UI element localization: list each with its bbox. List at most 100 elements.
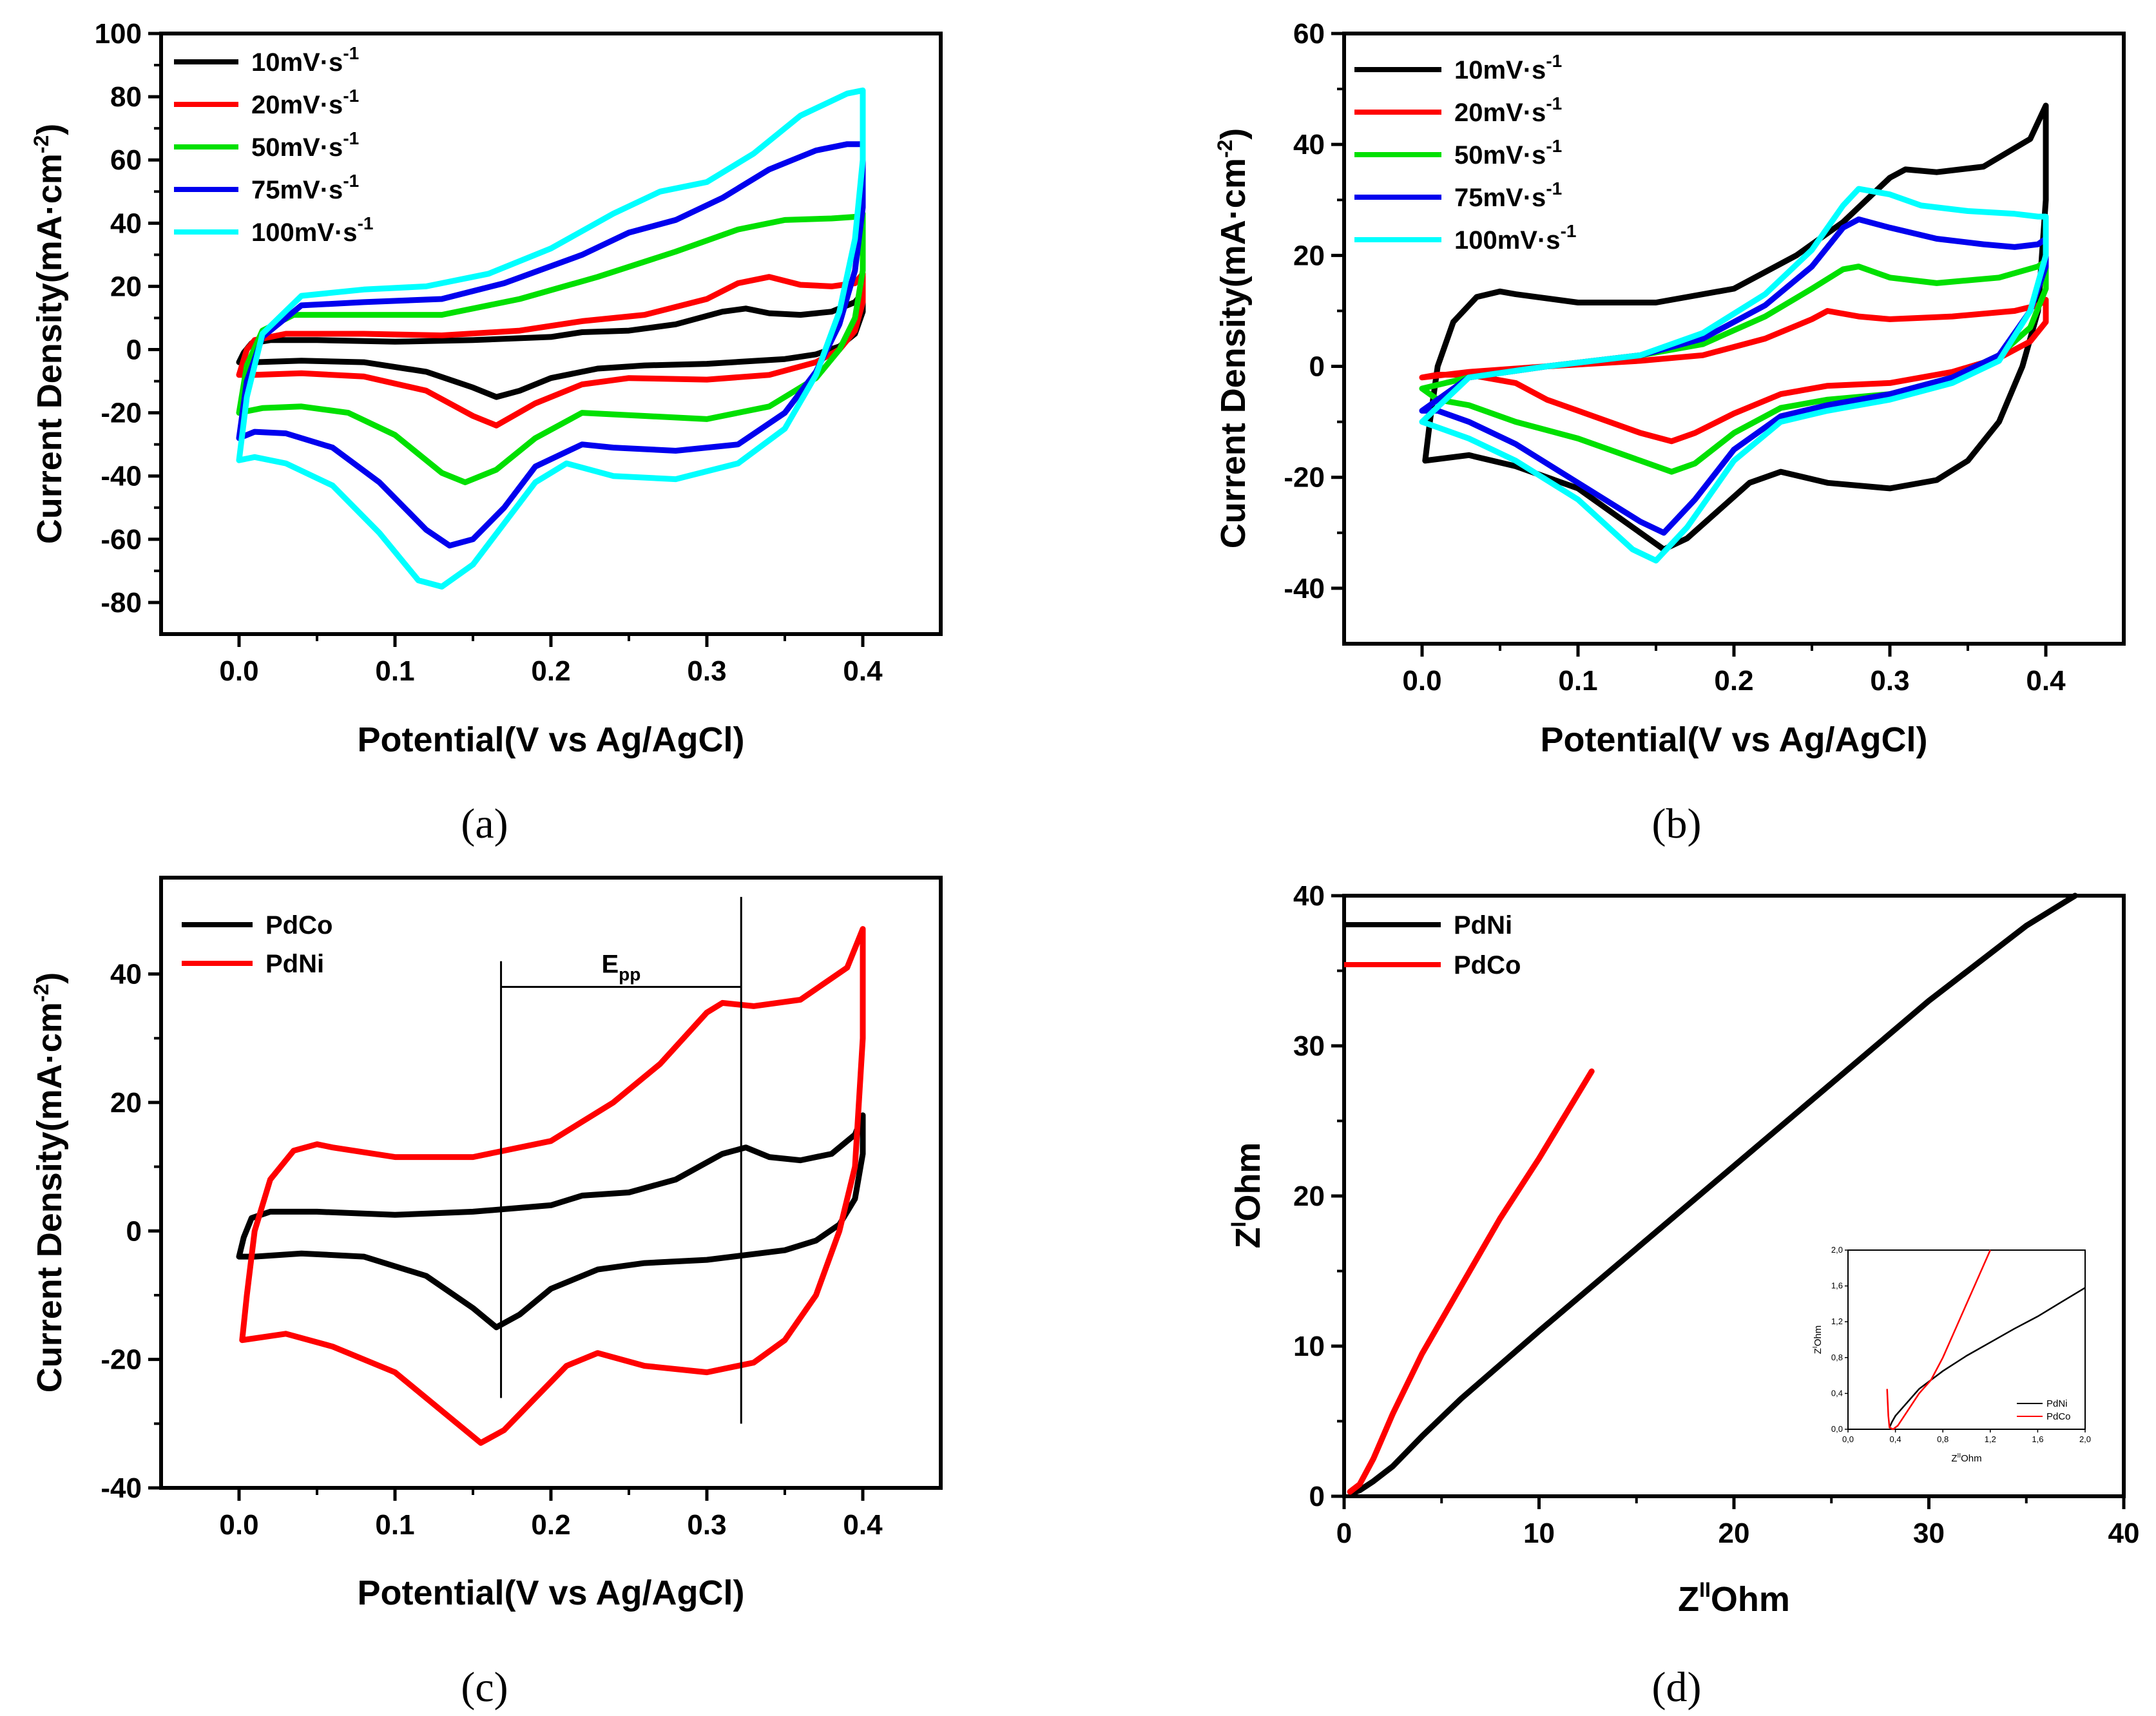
series-line-100mvs	[1419, 186, 2049, 564]
inset-y-tick-label: 0,4	[1831, 1388, 1843, 1398]
y-tick-label: 60	[110, 144, 142, 176]
series-line-pdco	[236, 1112, 866, 1331]
inset-x-tick-label: 0,8	[1937, 1434, 1949, 1444]
legend-label: 20mV·s-1	[1454, 93, 1562, 127]
chart-c-xlabel: Potential(V vs Ag/AgCl)	[357, 1574, 744, 1612]
inset-series-line-pdni	[1889, 1287, 2086, 1428]
chart-d: 0 10 20 30 40 0 10 20 30 40 PdNi PdCo ZIIOhm ZIOhm…	[1227, 880, 2139, 1711]
legend-label: PdCo	[1454, 951, 1521, 979]
x-tick-label: 0.4	[2026, 665, 2066, 697]
y-tick-label: 40	[110, 207, 142, 239]
x-tick-label: 0.0	[219, 655, 258, 687]
x-tick-label: 0	[1336, 1518, 1352, 1549]
x-tick-label: 30	[1913, 1518, 1945, 1549]
series-line-10mvs	[236, 289, 866, 400]
chart-b-ylabel: Current Density(mA·cm-2)	[1213, 128, 1253, 549]
chart-b-panel-label: (b)	[1652, 800, 1702, 847]
chart-c-panel-label: (c)	[461, 1664, 508, 1711]
chart-a-panel-label: (a)	[461, 800, 508, 847]
inset-x-tick-label: 0,4	[1890, 1434, 1901, 1444]
chart-b-xlabel: Potential(V vs Ag/AgCl)	[1540, 720, 1927, 759]
inset-legend-label: PdNi	[2046, 1398, 2068, 1409]
legend-label: 100mV·s-1	[251, 213, 373, 247]
x-tick-label: 0.3	[687, 1509, 726, 1541]
chart-d-inset-legend: PdNi PdCo	[2017, 1398, 2071, 1422]
x-tick-label: 0.2	[1714, 665, 1753, 697]
y-tick-label: 0	[1309, 351, 1325, 383]
y-tick-label: -20	[101, 1344, 142, 1376]
x-tick-label: 0.0	[219, 1509, 258, 1541]
legend-label: 10mV·s-1	[251, 43, 359, 77]
epp-label: Epp	[601, 950, 640, 984]
x-tick-label: 40	[2108, 1518, 2140, 1549]
inset-x-tick-label: 2,0	[2079, 1434, 2091, 1444]
inset-x-tick-label: 1,6	[2032, 1434, 2043, 1444]
x-tick-label: 10	[1523, 1518, 1555, 1549]
series-line-20mvs	[1419, 296, 2049, 445]
series-line-75mvs	[1419, 216, 2049, 536]
chart-d-inset-xlabel: ZIIOhm	[1951, 1452, 1981, 1464]
x-tick-label: 0.1	[375, 1509, 414, 1541]
inset-y-tick-label: 0,0	[1831, 1424, 1843, 1434]
y-tick-label: -40	[101, 461, 142, 492]
chart-d-ylabel: ZIOhm	[1227, 1142, 1267, 1249]
legend-label: 75mV·s-1	[251, 171, 359, 204]
chart-c-legend: PdCo PdNi	[182, 911, 332, 978]
legend-label: PdNi	[265, 950, 324, 978]
y-tick-label: 80	[110, 81, 142, 113]
y-tick-label: -20	[101, 398, 142, 429]
y-tick-label: -60	[101, 524, 142, 555]
inset-y-tick-label: 2,0	[1831, 1245, 1843, 1255]
y-tick-label: 0	[1309, 1481, 1325, 1512]
y-tick-label: 60	[1293, 18, 1325, 50]
legend-label: 50mV·s-1	[1454, 136, 1562, 169]
x-tick-label: 0.3	[1870, 665, 1909, 697]
x-tick-label: 0.1	[375, 655, 414, 687]
chart-d-ticks: 0 10 20 30 40 0 10 20 30 40	[1293, 880, 2139, 1549]
y-tick-label: 10	[1293, 1331, 1325, 1362]
series-line-100mvs	[236, 87, 866, 590]
legend-label: 20mV·s-1	[251, 86, 359, 119]
x-tick-label: 0.1	[1558, 665, 1597, 697]
x-tick-label: 0.0	[1402, 665, 1441, 697]
inset-y-tick-label: 0,8	[1831, 1353, 1843, 1362]
series-line-20mvs	[236, 271, 866, 429]
series-line-75mvs	[236, 141, 866, 549]
series-line-pdni	[239, 926, 866, 1446]
legend-label: 50mV·s-1	[251, 128, 359, 162]
chart-b-legend: 10mV·s-1 20mV·s-1 50mV·s-1 75mV·s-1 100mV·s-…	[1354, 51, 1576, 255]
chart-b: 0.0 0.1 0.2 0.3 0.4 -40 -20 0 20 40 60 10mV·s-1 20m…	[1213, 18, 2126, 847]
y-tick-label: 40	[110, 959, 142, 990]
y-tick-label: 20	[110, 1087, 142, 1119]
chart-d-xlabel: ZIIOhm	[1678, 1578, 1790, 1619]
chart-c-ylabel: Current Density(mA·cm-2)	[30, 972, 69, 1393]
y-tick-label: 30	[1293, 1030, 1325, 1062]
y-tick-label: 20	[110, 271, 142, 302]
inset-y-tick-label: 1,2	[1831, 1316, 1843, 1326]
legend-label: 75mV·s-1	[1454, 178, 1562, 212]
y-tick-label: -40	[1284, 573, 1325, 604]
y-tick-label: 100	[95, 18, 142, 50]
inset-legend-label: PdCo	[2046, 1411, 2071, 1422]
y-tick-label: -80	[101, 587, 142, 619]
x-tick-label: 0.3	[687, 655, 726, 687]
y-tick-label: -20	[1284, 462, 1325, 494]
chart-a: 0.0 0.1 0.2 0.3 0.4-80-60-40-20020406080100 …	[30, 18, 943, 847]
series-line-pdco	[1347, 1068, 1595, 1495]
series-line-50mvs	[236, 211, 866, 485]
inset-x-tick-label: 1,2	[1985, 1434, 1996, 1444]
x-tick-label: 0.4	[843, 655, 883, 687]
chart-d-series	[1347, 892, 2078, 1496]
chart-c-series	[236, 926, 866, 1446]
series-line-50mvs	[1419, 258, 2049, 475]
chart-b-series	[1419, 102, 2049, 564]
inset-x-tick-label: 0,0	[1842, 1434, 1854, 1444]
chart-d-inset-ylabel: ZIOhm	[1812, 1326, 1824, 1354]
series-line-pdni	[1349, 892, 2078, 1496]
chart-d-panel-label: (d)	[1652, 1664, 1702, 1711]
x-tick-label: 0.2	[531, 655, 570, 687]
y-tick-label: -40	[101, 1472, 142, 1504]
legend-label: 10mV·s-1	[1454, 51, 1562, 84]
